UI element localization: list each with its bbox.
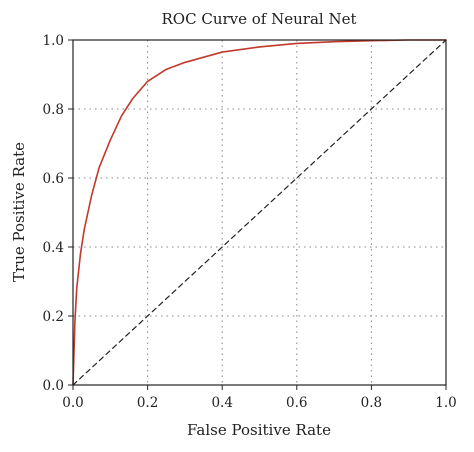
x-tick-label: 1.0 — [435, 395, 456, 411]
chart-title: ROC Curve of Neural Net — [162, 10, 357, 28]
y-tick-label: 0.6 — [43, 171, 64, 187]
plot-frame — [72, 39, 447, 386]
roc-curve-line — [72, 39, 447, 386]
x-tick-label: 0.8 — [361, 395, 382, 411]
y-tick-label: 0.8 — [43, 102, 64, 118]
x-tick-label: 0.2 — [137, 395, 158, 411]
y-tick-label: 1.0 — [43, 33, 64, 49]
x-axis-label: False Positive Rate — [187, 421, 331, 439]
chance-diagonal-line — [72, 39, 447, 386]
y-tick-label: 0.0 — [43, 378, 64, 394]
y-tick-label: 0.2 — [43, 309, 64, 325]
y-tick-label: 0.4 — [43, 240, 64, 256]
y-axis-label: True Positive Rate — [10, 142, 28, 282]
x-tick-label: 0.4 — [211, 395, 232, 411]
series-layer — [72, 39, 447, 386]
ticks-layer: 0.0 0.2 0.4 0.6 0.8 1.0 0.0 0.2 0.4 0.6 0.8 1.0 — [43, 33, 457, 411]
x-tick-label: 0.0 — [62, 395, 83, 411]
x-tick-label: 0.6 — [286, 395, 307, 411]
grid-lines — [73, 40, 446, 385]
